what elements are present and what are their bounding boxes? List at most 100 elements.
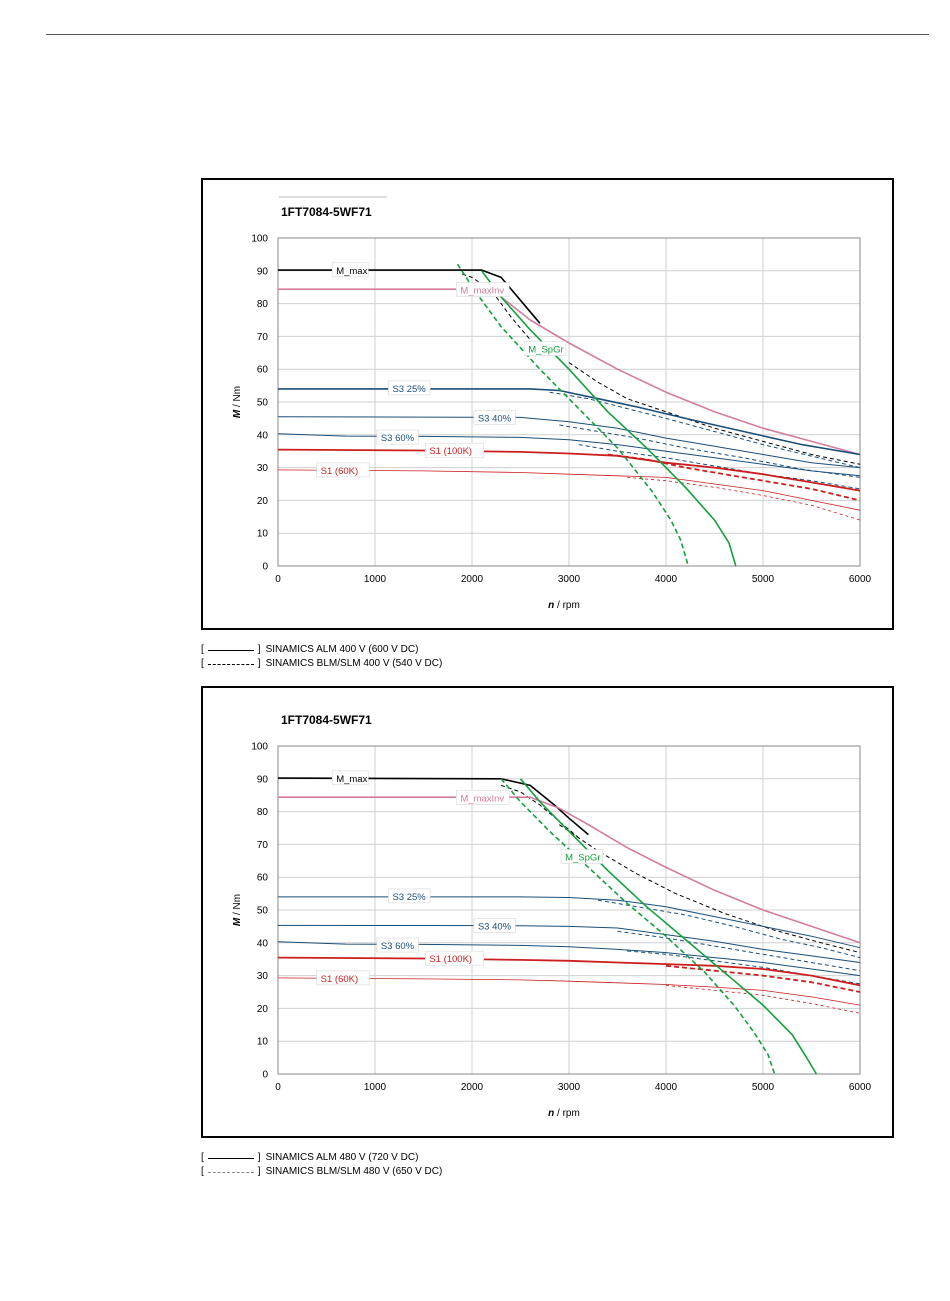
series-label-box: [523, 341, 567, 356]
series-label-text: M_SpGr: [528, 345, 563, 356]
plot-area-frame: [277, 237, 861, 567]
series-label-box: [376, 429, 419, 445]
series-label-box: [425, 950, 485, 966]
series-line-s1-60k-: [277, 977, 861, 1006]
chart-svg-400v: 1FT7084-5WF71 0 1000 2000 3000 4000 5000 6000 0 1…: [232, 196, 872, 611]
x-tick-label: 6000: [849, 574, 872, 585]
series-line-dashed-variant: [617, 930, 861, 972]
legend-text-alm-400: SINAMICS ALM 400 V (600 V DC): [265, 644, 419, 655]
legend-bracket-close: ]: [257, 1166, 261, 1177]
x-tick-label: 4000: [655, 1082, 678, 1093]
series-label-box: [316, 462, 370, 478]
chart-svg-480v: 1FT7084-5WF71 0 1000 2000 3000 4000 5000 6000 0 1…: [232, 713, 872, 1119]
y-tick-label: 90: [257, 774, 269, 785]
x-tick-label: 4000: [655, 574, 678, 585]
x-tick-label: 3000: [558, 1082, 581, 1093]
series-label-text: M_max: [336, 266, 367, 277]
series-label-box: [456, 282, 510, 297]
series-label-text: S3 25%: [392, 384, 426, 395]
header-rule: [46, 34, 929, 35]
series-line-s3-40-: [277, 924, 861, 963]
series-line-m-spgr: [481, 270, 737, 567]
series-line-s3-25-: [278, 896, 861, 949]
torque-speed-chart-400v: 1FT7084-5WF71 0 1000 2000 3000 4000 5000 6000 0 1…: [201, 178, 894, 630]
x-tick-label: 2000: [461, 1082, 484, 1093]
series-line-dashed-variant: [500, 784, 580, 839]
series-label: S3 60%: [376, 429, 419, 445]
series-line-m-maxinv: [278, 796, 861, 944]
series-label-box: [560, 849, 604, 864]
series-line-dashed-variant: [456, 263, 690, 567]
series-label-box: [388, 380, 431, 396]
x-tick-label: 5000: [752, 574, 775, 585]
x-axis-label: n / rpm: [548, 600, 580, 611]
series-line-s3-25-: [278, 388, 861, 456]
series-label: M_max: [331, 262, 369, 278]
series-label: S3 25%: [388, 380, 431, 396]
series-line-m-spgr: [519, 778, 818, 1075]
series-line-dashed-variant: [665, 964, 861, 993]
legend-dashed-line-sample: [207, 663, 254, 665]
y-tick-label: 0: [262, 562, 268, 573]
series-label-box: [331, 262, 369, 278]
series-line-dashed-variant: [568, 362, 861, 465]
series-label-text: M_maxInv: [460, 793, 504, 804]
series-line-s1-60k-: [277, 469, 861, 511]
y-axis-label: M / Nm: [232, 894, 243, 926]
series-line-dashed-variant: [627, 950, 861, 985]
legend-solid-line-sample: [207, 1157, 254, 1159]
y-axis-label: M / Nm: [232, 386, 243, 418]
series-line-s3-40-: [277, 416, 861, 469]
legend-bracket-close: ]: [257, 644, 261, 655]
x-tick-label: 1000: [364, 1082, 387, 1093]
series-label-text: S3 60%: [381, 433, 415, 444]
y-tick-label: 60: [257, 365, 269, 376]
y-tick-label: 10: [257, 529, 269, 540]
y-tick-label: 40: [257, 430, 269, 441]
legend-row-blm-480: [ ] SINAMICS BLM/SLM 480 V (650 V DC): [201, 1165, 442, 1179]
x-tick-label: 6000: [849, 1082, 872, 1093]
x-tick-label: 5000: [752, 1082, 775, 1093]
series-label: M_maxInv: [456, 790, 510, 805]
legend-row-alm-400: [ ] SINAMICS ALM 400 V (600 V DC): [201, 643, 442, 657]
series-line-m-max: [278, 269, 541, 324]
legend-solid-line-sample: [207, 649, 254, 651]
legend-bracket-close: ]: [257, 1152, 261, 1163]
legend-text-blm-480: SINAMICS BLM/SLM 480 V (650 V DC): [265, 1166, 443, 1177]
series-label-box: [316, 970, 370, 986]
series-label-text: S1 (60K): [321, 466, 359, 477]
legend-row-alm-480: [ ] SINAMICS ALM 480 V (720 V DC): [201, 1151, 442, 1165]
y-tick-label: 70: [257, 840, 269, 851]
x-tick-label: 2000: [461, 574, 484, 585]
series-label-text: S3 40%: [478, 413, 512, 424]
series-label-box: [456, 790, 510, 805]
series-label: M_SpGr: [523, 341, 567, 356]
series-label-box: [388, 888, 431, 904]
series-label-text: S3 60%: [381, 941, 415, 952]
series-label-box: [473, 410, 516, 425]
series-line-dashed-variant: [549, 391, 861, 469]
series-line-dashed-variant: [559, 424, 861, 478]
y-tick-label: 0: [262, 1070, 268, 1081]
series-line-dashed-variant: [607, 453, 861, 502]
series-label: S3 60%: [376, 937, 419, 953]
legend-dashed-line-sample: [207, 1171, 254, 1173]
y-tick-label: 10: [257, 1037, 269, 1048]
y-tick-label: 80: [257, 299, 269, 310]
series-label-box: [425, 442, 485, 458]
y-tick-label: 70: [257, 332, 269, 343]
series-label-box: [331, 770, 369, 786]
legend-text-alm-480: SINAMICS ALM 480 V (720 V DC): [265, 1152, 419, 1163]
y-tick-label: 60: [257, 873, 269, 884]
series-line-dashed-variant: [627, 477, 861, 521]
series-label: M_max: [331, 770, 369, 786]
series-label: S1 (100K): [425, 950, 485, 966]
legend-bracket-open: [: [201, 1166, 204, 1177]
series-label-text: M_maxInv: [460, 285, 504, 296]
series-line-dashed-variant: [665, 985, 861, 1014]
x-tick-label: 0: [275, 1082, 281, 1093]
series-label-text: S1 (100K): [429, 954, 472, 965]
y-tick-label: 90: [257, 266, 269, 277]
x-axis-label: n / rpm: [548, 1108, 580, 1119]
y-tick-label: 40: [257, 938, 269, 949]
